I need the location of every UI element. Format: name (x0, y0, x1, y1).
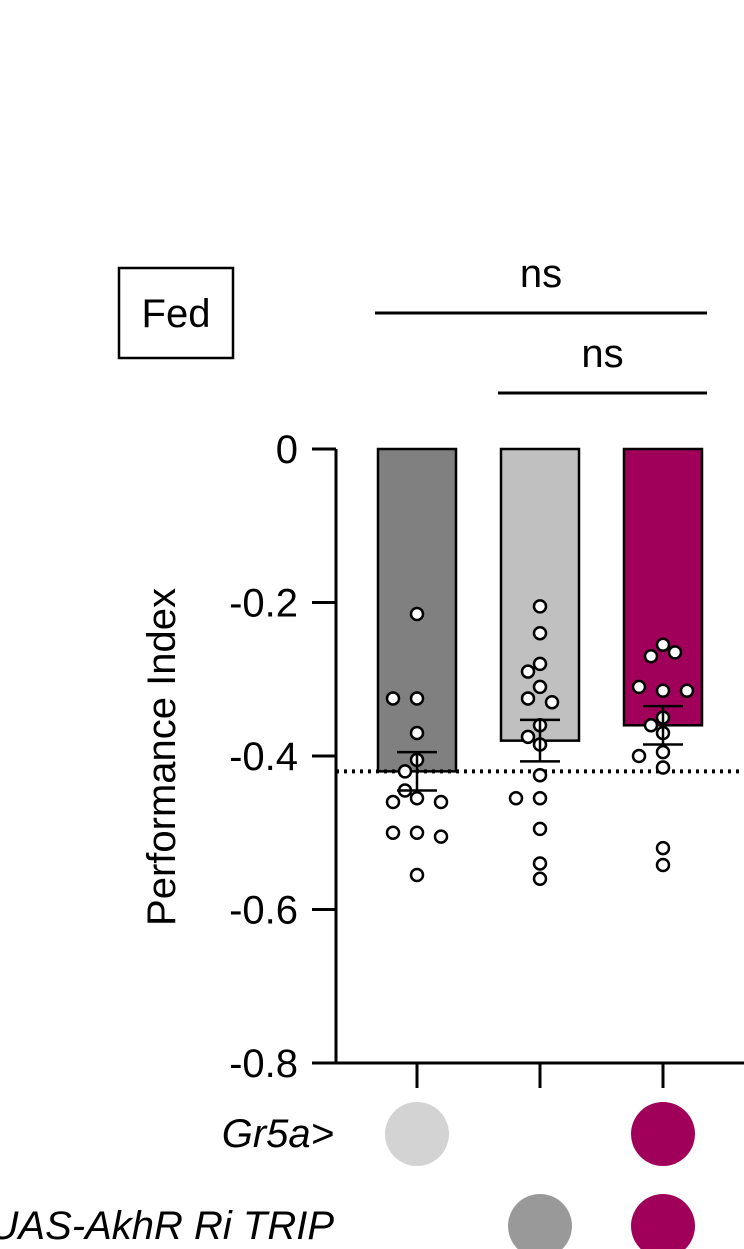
y-tick-label: -0.2 (229, 582, 298, 626)
data-point (409, 867, 425, 883)
data-point (532, 856, 548, 871)
data-point (409, 606, 425, 622)
genotype-dot (631, 1102, 695, 1166)
data-point (385, 794, 401, 810)
data-point (655, 840, 671, 856)
data-point (433, 829, 449, 844)
data-point (532, 625, 548, 641)
data-point (397, 764, 413, 779)
bar (622, 447, 704, 727)
data-point (520, 664, 536, 679)
data-point (409, 691, 425, 706)
data-point (520, 729, 536, 745)
data-point (667, 645, 683, 660)
data-point (409, 725, 425, 741)
data-point (631, 748, 647, 764)
data-point (643, 648, 659, 664)
bar (499, 447, 581, 742)
data-point (655, 637, 671, 652)
y-tick-label: -0.6 (229, 889, 298, 933)
data-point (532, 767, 548, 783)
genotype-dot (631, 1194, 695, 1249)
data-point (409, 790, 425, 806)
data-point (532, 790, 548, 806)
y-tick-label: 0 (276, 428, 298, 472)
data-point (433, 794, 449, 810)
data-point (655, 683, 671, 699)
data-point (385, 825, 401, 840)
data-point (655, 760, 671, 775)
data-point (520, 691, 536, 706)
genotype-label: Gr5a> (222, 1112, 334, 1156)
data-point (532, 599, 548, 614)
data-point (631, 679, 647, 695)
data-point (655, 857, 671, 873)
significance-label: ns (520, 252, 562, 296)
genotype-dot (508, 1194, 572, 1249)
data-point (643, 718, 659, 733)
y-tick-label: -0.8 (229, 1042, 298, 1086)
data-point (532, 871, 548, 887)
data-point (655, 744, 671, 760)
data-point (532, 679, 548, 695)
condition-label: Fed (142, 292, 211, 336)
data-point (679, 683, 695, 699)
data-point (508, 790, 524, 806)
data-point (409, 825, 425, 840)
significance-label: ns (581, 332, 623, 376)
y-axis-title: Performance Index (140, 588, 184, 926)
condition-box (117, 266, 235, 360)
data-point (385, 691, 401, 706)
data-point (532, 821, 548, 837)
data-point (544, 695, 560, 710)
genotype-dot (385, 1102, 449, 1166)
y-tick-label: -0.4 (229, 735, 298, 779)
genotype-label: UAS-AkhR Ri TRIP (0, 1204, 334, 1248)
data-point (532, 656, 548, 672)
